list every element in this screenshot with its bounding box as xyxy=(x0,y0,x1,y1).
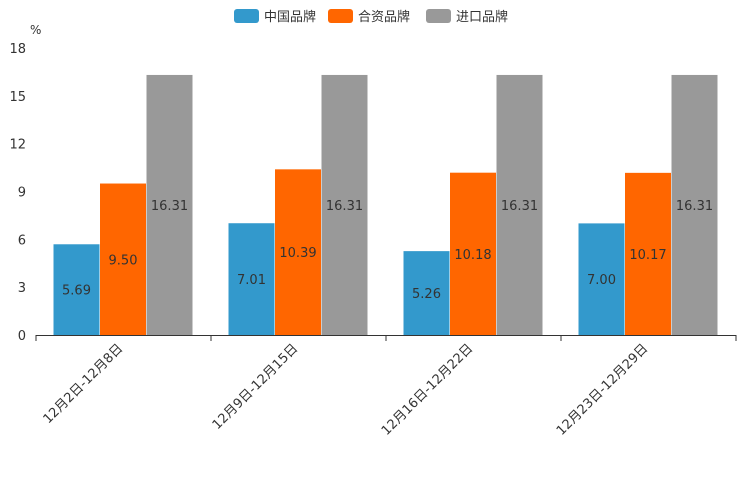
data-labels: 5.69 9.50 16.31 7.01 10.39 16.31 5.26 10.18 16.3… xyxy=(62,199,713,302)
data-label: 16.31 xyxy=(326,199,363,214)
bar xyxy=(53,244,100,335)
bar xyxy=(275,169,321,335)
legend: 中国品牌 合资品牌 进口品牌 xyxy=(234,9,508,25)
y-tick-label: 12 xyxy=(9,138,26,153)
y-axis-unit: % xyxy=(30,23,41,37)
data-label: 7.01 xyxy=(237,273,266,288)
data-label: 5.26 xyxy=(412,287,441,302)
x-tick-label: 12月2日-12月8日 xyxy=(41,341,127,427)
bar xyxy=(146,74,193,336)
data-label: 5.69 xyxy=(62,284,91,299)
bar xyxy=(578,223,625,335)
bar xyxy=(403,251,450,335)
bar xyxy=(625,172,671,335)
data-label: 16.31 xyxy=(151,199,188,214)
y-tick-label: 9 xyxy=(18,186,26,201)
y-tick-label: 18 xyxy=(9,42,26,57)
bar xyxy=(450,172,496,335)
bar xyxy=(321,74,368,336)
legend-label: 中国品牌 xyxy=(264,9,316,25)
legend-swatch xyxy=(426,9,451,23)
data-label: 9.50 xyxy=(109,253,138,268)
legend-swatch xyxy=(234,9,259,23)
y-tick-label: 6 xyxy=(18,233,26,248)
data-label: 10.39 xyxy=(279,246,316,261)
y-tick-label: 0 xyxy=(18,329,26,344)
legend-label: 合资品牌 xyxy=(358,9,410,25)
legend-swatch xyxy=(328,9,353,23)
bar xyxy=(496,74,543,336)
x-tick-label: 12月16日-12月22日 xyxy=(379,341,476,438)
data-label: 10.18 xyxy=(454,248,491,263)
bars xyxy=(53,74,718,336)
y-axis: 0 3 6 9 12 15 18 xyxy=(9,42,26,344)
data-label: 10.17 xyxy=(629,248,666,263)
y-tick-label: 3 xyxy=(18,281,26,296)
bar xyxy=(100,183,146,335)
data-label: 16.31 xyxy=(501,199,538,214)
data-label: 7.00 xyxy=(587,273,616,288)
x-tick-label: 12月9日-12月15日 xyxy=(210,341,302,433)
y-tick-label: 15 xyxy=(9,90,26,105)
bar xyxy=(228,223,275,335)
data-label: 16.31 xyxy=(676,199,713,214)
legend-label: 进口品牌 xyxy=(456,9,508,25)
x-tick-label: 12月23日-12月29日 xyxy=(554,341,651,438)
x-axis: 12月2日-12月8日 12月9日-12月15日 12月16日-12月22日 12月2… xyxy=(35,335,737,439)
bar xyxy=(671,74,718,336)
